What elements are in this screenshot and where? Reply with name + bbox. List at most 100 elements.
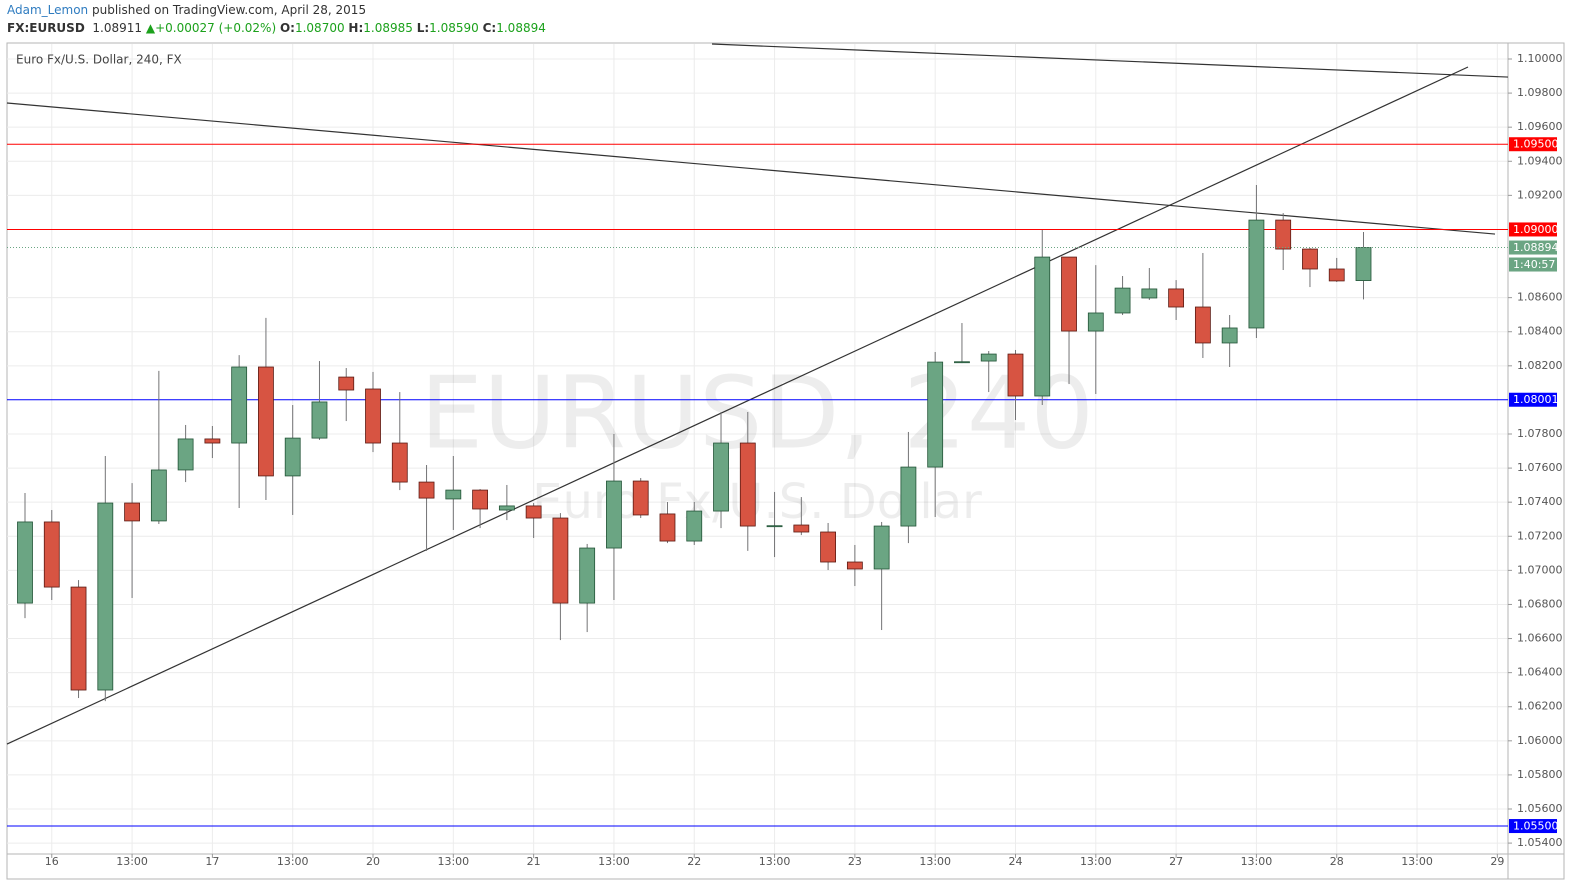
x-tick-label: 13:00	[919, 855, 951, 868]
ohlc-key: O:	[279, 21, 295, 35]
ohlc-key: H:	[348, 21, 364, 35]
candle-body	[1221, 327, 1238, 344]
quote-line: FX:EURUSD 1.08911 ▲+0.00027 (+0.02%) O:1…	[7, 21, 546, 35]
candle-body	[150, 469, 167, 522]
chart-title: Euro Fx/U.S. Dollar, 240, FX	[16, 53, 182, 67]
candle-body	[659, 513, 676, 542]
ohlc-value: 1.08985	[363, 21, 413, 35]
candle-body	[606, 480, 622, 549]
candle-body	[793, 524, 810, 533]
trendline	[6, 66, 1469, 745]
x-tick-label: 29	[1490, 855, 1504, 868]
y-tick-label: 1.06000	[1517, 734, 1563, 747]
ohlc-value: 1.08894	[496, 21, 546, 35]
candle-body	[873, 525, 890, 570]
x-tick-label: 13:00	[1080, 855, 1112, 868]
x-tick-label: 13:00	[116, 855, 148, 868]
y-tick-label: 1.05600	[1517, 802, 1563, 815]
line-label-box	[1509, 137, 1557, 152]
x-tick-label: 24	[1008, 855, 1022, 868]
candle-body	[1168, 288, 1185, 308]
x-tick-label: 17	[205, 855, 219, 868]
candle-body	[579, 547, 596, 604]
y-tick-label: 1.07000	[1517, 563, 1563, 576]
countdown-label-box	[1509, 257, 1557, 272]
candle-body	[1275, 219, 1292, 250]
candle-body	[311, 401, 328, 439]
publish-line: Adam_Lemon published on TradingView.com,…	[7, 3, 366, 17]
candle-body	[97, 502, 114, 691]
candle-body	[43, 521, 60, 588]
change: ▲+0.00027 (+0.02%)	[145, 21, 277, 35]
author[interactable]: Adam_Lemon	[7, 3, 89, 17]
y-tick-label: 1.08400	[1517, 325, 1563, 338]
y-tick-label: 1.05800	[1517, 768, 1563, 781]
candle-body	[1248, 219, 1265, 329]
candle-body	[525, 505, 542, 519]
candle-body	[686, 510, 703, 542]
candle-body	[632, 480, 649, 516]
line-label: 1.09000	[1513, 223, 1559, 236]
ohlc-key: L:	[416, 21, 430, 35]
candle-body	[231, 366, 248, 444]
candle-body	[713, 442, 729, 512]
line-label: 1.05500	[1513, 820, 1559, 833]
candle-body	[1194, 306, 1211, 344]
x-tick-label: 13:00	[1401, 855, 1433, 868]
candle-body	[1087, 312, 1104, 332]
x-tick-label: 16	[45, 855, 59, 868]
line-label-box	[1509, 222, 1557, 237]
ohlc-key: C:	[482, 21, 497, 35]
y-tick-label: 1.05400	[1517, 836, 1563, 849]
x-tick-label: 13:00	[1241, 855, 1273, 868]
x-tick-label: 13:00	[277, 855, 309, 868]
candle-body	[954, 361, 970, 364]
candle-body	[498, 505, 515, 511]
published: published on TradingView.com, April 28, …	[91, 3, 367, 17]
x-tick-label: 21	[527, 855, 541, 868]
x-tick-label: 13:00	[437, 855, 469, 868]
candle-body	[1034, 256, 1051, 397]
countdown-label: 1:40:57	[1513, 258, 1555, 271]
candle-body	[1141, 288, 1158, 299]
candle-body	[1114, 287, 1131, 314]
candle-body	[445, 489, 462, 500]
ohlc-value: 1.08700	[294, 21, 345, 35]
y-tick-label: 1.08200	[1517, 359, 1563, 372]
y-tick-label: 1.06400	[1517, 666, 1563, 679]
candle-body	[17, 521, 33, 604]
y-tick-label: 1.09200	[1517, 188, 1563, 201]
y-tick-label: 1.08600	[1517, 291, 1563, 304]
candle-body	[418, 481, 435, 499]
y-tick-label: 1.09600	[1517, 120, 1563, 133]
candle-body	[70, 586, 87, 691]
candle-body	[766, 525, 783, 528]
line-label-box	[1509, 392, 1557, 407]
x-tick-label: 20	[366, 855, 380, 868]
candle-body	[846, 561, 863, 570]
candle-body	[1007, 353, 1024, 397]
candle-body	[177, 438, 194, 471]
line-label: 1.08001	[1513, 393, 1559, 406]
price-label-box	[1509, 240, 1557, 255]
trendline	[711, 43, 1509, 78]
x-tick-label: 13:00	[598, 855, 630, 868]
candle-body	[391, 442, 408, 483]
x-tick-label: 23	[848, 855, 862, 868]
symbol: FX:EURUSD	[7, 21, 85, 35]
ohlc-value: 1.08590	[429, 21, 479, 35]
candle-body	[820, 531, 836, 563]
candle-body	[1061, 256, 1077, 332]
candle-body	[204, 438, 221, 444]
y-tick-label: 1.06200	[1517, 700, 1563, 713]
x-tick-label: 28	[1330, 855, 1344, 868]
candle-body	[552, 517, 569, 604]
candle-body	[1328, 268, 1345, 282]
y-tick-label: 1.07800	[1517, 427, 1563, 440]
y-tick-label: 1.06800	[1517, 597, 1563, 610]
y-tick-label: 1.09400	[1517, 154, 1563, 167]
y-tick-label: 1.06600	[1517, 632, 1563, 645]
y-tick-label: 1.07200	[1517, 529, 1563, 542]
